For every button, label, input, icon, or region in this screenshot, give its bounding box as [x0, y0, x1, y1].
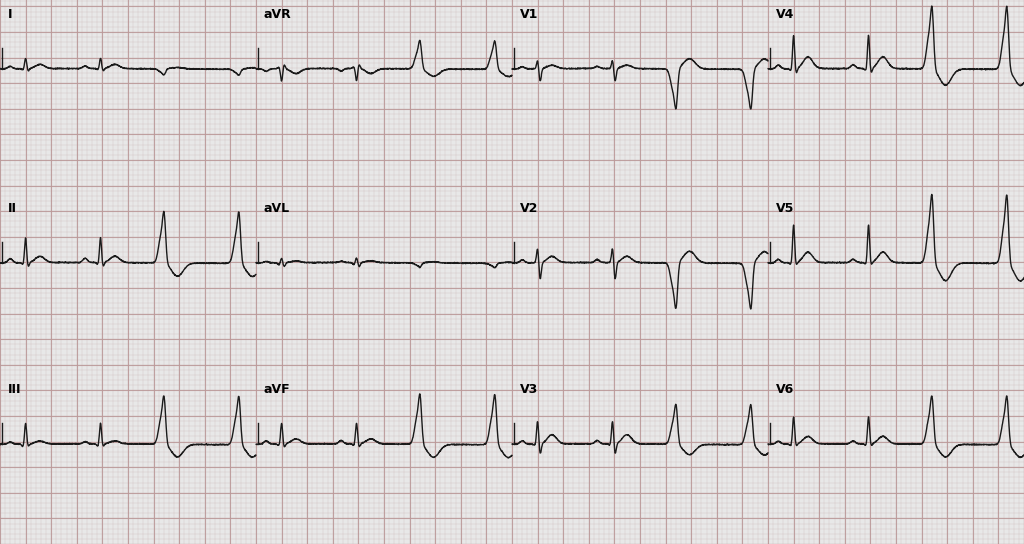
- Text: I: I: [8, 8, 12, 21]
- Text: aVR: aVR: [264, 8, 292, 21]
- Text: V6: V6: [776, 384, 795, 397]
- Text: V2: V2: [520, 202, 539, 215]
- Text: V5: V5: [776, 202, 795, 215]
- Text: aVL: aVL: [264, 202, 290, 215]
- Text: V1: V1: [520, 8, 539, 21]
- Text: II: II: [8, 202, 17, 215]
- Text: V4: V4: [776, 8, 795, 21]
- Text: V3: V3: [520, 384, 539, 397]
- Text: III: III: [8, 384, 22, 397]
- Text: aVF: aVF: [264, 384, 291, 397]
